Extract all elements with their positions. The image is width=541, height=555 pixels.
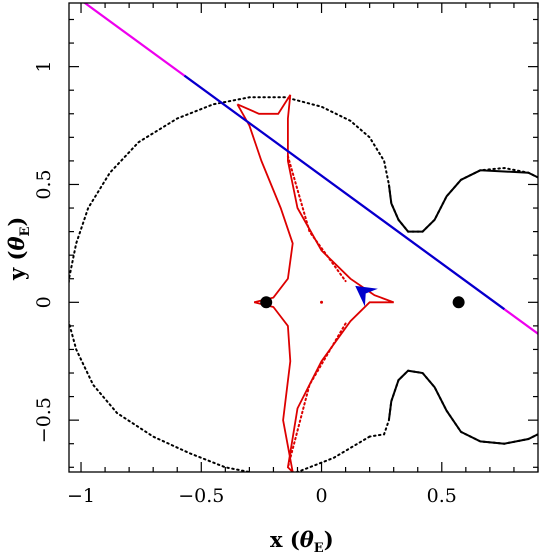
x-tick-label: −0.5 — [178, 485, 224, 507]
x-axis-label-symbol: θ — [300, 527, 314, 552]
y-tick-label: 1 — [33, 61, 55, 73]
critical-curve-lower — [368, 369, 538, 445]
axis-ticks — [69, 3, 539, 472]
x-tick-label: −1 — [67, 485, 95, 507]
caustic-dotted-upper — [286, 155, 347, 283]
trajectory-inner-line — [183, 74, 505, 311]
x-tick-label: 0.5 — [427, 485, 457, 507]
lens-point-2 — [452, 296, 465, 309]
y-tick-label: 0 — [33, 296, 55, 308]
critical-curve-upper-lobe — [387, 169, 538, 233]
x-tick-label: 0 — [315, 485, 327, 507]
y-tick-label: −0.5 — [33, 397, 55, 443]
caustic-center-mark — [320, 300, 324, 304]
critical-curve-outer — [69, 96, 538, 472]
caustic-dotted-lower — [286, 322, 347, 469]
x-axis-label: x (θE) — [270, 527, 334, 555]
y-axis-label-symbol: θ — [4, 237, 29, 251]
y-tick-label: 0.5 — [33, 169, 55, 199]
y-axis-label-main: y — [4, 267, 29, 281]
tick-labels: −1 −0.5 0 0.5 −0.5 0 0.5 1 — [33, 61, 457, 507]
trajectory-arrow — [355, 285, 378, 307]
x-axis-label-sub: E — [314, 541, 324, 555]
plot-area — [69, 3, 538, 472]
plot-frame — [68, 2, 539, 473]
critical-curve-lower-lobe — [387, 369, 538, 445]
caustic-curve — [236, 94, 395, 472]
x-axis-label-main: x — [270, 527, 283, 552]
y-axis-label: y (θE) — [4, 217, 33, 281]
y-axis-label-sub: E — [18, 227, 33, 237]
lens-point-1 — [260, 296, 273, 309]
